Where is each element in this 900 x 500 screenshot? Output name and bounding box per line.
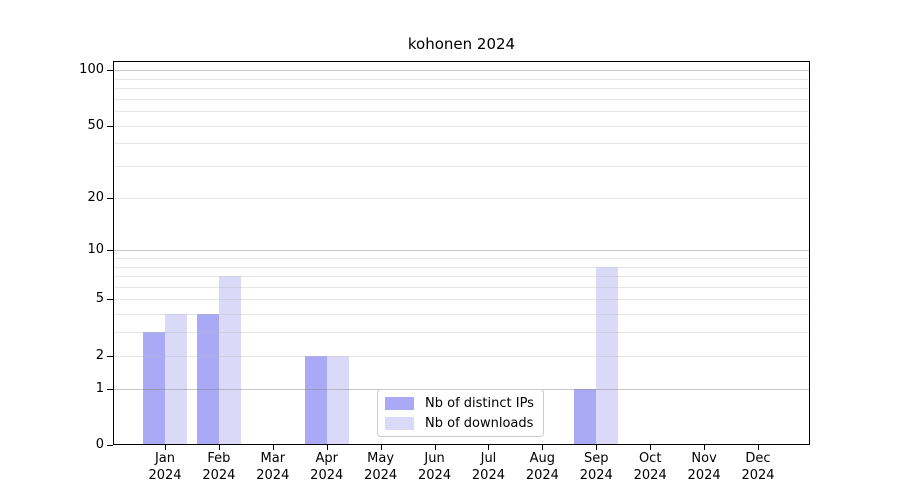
bar-downloads-sep (596, 266, 619, 445)
y-tick (107, 197, 113, 199)
y-tick-label-10: 10 (87, 242, 104, 258)
x-tick-year: 2024 (202, 467, 236, 483)
x-tick-year: 2024 (687, 467, 721, 483)
y-tick (107, 388, 113, 390)
legend-item-distinct-ips: Nb of distinct IPs (385, 396, 543, 411)
x-tick-label-apr: Apr 2024 (295, 451, 359, 484)
gridline-minor (113, 276, 810, 278)
bar-distinct-ips-feb (196, 314, 219, 445)
y-tick (107, 355, 113, 357)
legend-label-distinct-ips: Nb of distinct IPs (425, 395, 534, 411)
gridline-minor (113, 111, 810, 113)
gridline-major (113, 70, 810, 72)
bar-downloads-apr (326, 355, 349, 445)
y-tick (107, 299, 113, 301)
gridline-minor (113, 143, 810, 145)
x-tick-year: 2024 (471, 467, 505, 483)
x-tick (650, 445, 652, 450)
x-tick (704, 445, 706, 450)
x-tick-label-jul: Jul 2024 (456, 451, 520, 484)
legend-swatch-downloads (385, 416, 414, 430)
x-tick (326, 445, 328, 450)
gridline-minor (113, 88, 810, 90)
gridline-minor (113, 125, 810, 127)
x-tick (596, 445, 598, 450)
gridline-minor (113, 78, 810, 80)
x-tick (165, 445, 166, 450)
bar-distinct-ips-jan (143, 332, 165, 445)
gridline-minor (113, 257, 810, 259)
gridline-major (113, 250, 810, 252)
gridline-minor (113, 332, 810, 334)
chart-title: kohonen 2024 (407, 35, 516, 53)
y-tick-label-2: 2 (95, 347, 104, 363)
bar-downloads-feb (218, 276, 241, 445)
x-tick-label-oct: Oct 2024 (618, 451, 682, 484)
x-tick (218, 445, 220, 450)
x-tick-label-jun: Jun 2024 (403, 451, 467, 484)
y-tick-label-1: 1 (95, 380, 104, 396)
x-tick (380, 445, 382, 450)
y-tick-label-20: 20 (87, 189, 104, 205)
x-tick-year: 2024 (148, 467, 182, 483)
legend-item-downloads: Nb of downloads (385, 416, 543, 431)
x-tick-year: 2024 (256, 467, 290, 483)
x-tick-year: 2024 (364, 467, 398, 483)
y-tick (107, 250, 113, 252)
bar-downloads-jan (165, 314, 187, 445)
x-tick-year: 2024 (579, 467, 613, 483)
legend-swatch-distinct-ips (385, 396, 414, 410)
x-tick-year: 2024 (741, 467, 775, 483)
gridline-minor (113, 98, 810, 100)
x-tick (542, 445, 544, 450)
x-tick-label-sep: Sep 2024 (564, 451, 628, 484)
x-tick-label-nov: Nov 2024 (672, 451, 736, 484)
legend: Nb of distinct IPs Nb of downloads (377, 389, 544, 437)
gridline-minor (113, 299, 810, 301)
y-tick (107, 70, 113, 72)
y-tick (107, 125, 113, 127)
y-tick (107, 445, 113, 446)
x-tick (758, 445, 759, 450)
legend-label-downloads: Nb of downloads (425, 415, 534, 431)
x-tick (272, 445, 274, 450)
x-tick-year: 2024 (310, 467, 344, 483)
x-tick-year: 2024 (525, 467, 559, 483)
bar-distinct-ips-sep (574, 388, 597, 445)
x-tick-label-mar: Mar 2024 (241, 451, 305, 484)
x-tick-label-feb: Feb 2024 (187, 451, 251, 484)
gridline-minor (113, 197, 810, 199)
x-tick-label-aug: Aug 2024 (510, 451, 574, 484)
y-tick-label-100: 100 (79, 62, 104, 78)
gridline-minor (113, 355, 810, 357)
bar-distinct-ips-apr (304, 355, 327, 445)
y-tick-label-50: 50 (87, 117, 104, 133)
gridline-minor (113, 166, 810, 168)
gridline-minor (113, 266, 810, 268)
y-tick-label-5: 5 (95, 291, 104, 307)
gridline-minor (113, 314, 810, 316)
x-tick-label-jan: Jan 2024 (133, 451, 197, 484)
y-tick-label-0: 0 (95, 437, 104, 452)
x-tick (488, 445, 490, 450)
x-tick-label-may: May 2024 (349, 451, 413, 484)
x-tick-year: 2024 (418, 467, 452, 483)
x-tick (434, 445, 436, 450)
gridline-minor (113, 286, 810, 288)
x-tick-label-dec: Dec 2024 (726, 451, 790, 484)
x-tick-year: 2024 (633, 467, 667, 483)
